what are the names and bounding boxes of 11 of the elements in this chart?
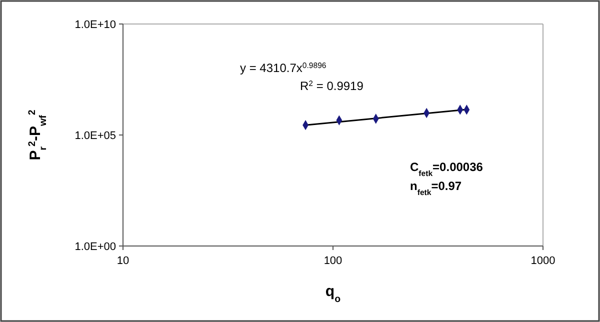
annotation: C$_{fetk}$=0.00036 bbox=[410, 160, 484, 178]
y-tick-label: 1.0E+10 bbox=[74, 18, 116, 31]
annotation: R$^{2}$ = 0.9919 bbox=[300, 78, 364, 93]
annotation: y = 4310.7x$^{0.9896}$ bbox=[240, 60, 326, 75]
x-tick-label: 1000 bbox=[530, 255, 556, 267]
x-tick-label: 10 bbox=[116, 255, 130, 267]
x-tick-label: 100 bbox=[324, 255, 342, 267]
y-tick-label: 1.0E+00 bbox=[74, 240, 116, 253]
x-axis-title: q$_{o}$ bbox=[325, 283, 341, 304]
annotation: n$_{fetk}$=0.97 bbox=[410, 179, 462, 196]
y-tick-label: 1.0E+05 bbox=[74, 130, 116, 142]
